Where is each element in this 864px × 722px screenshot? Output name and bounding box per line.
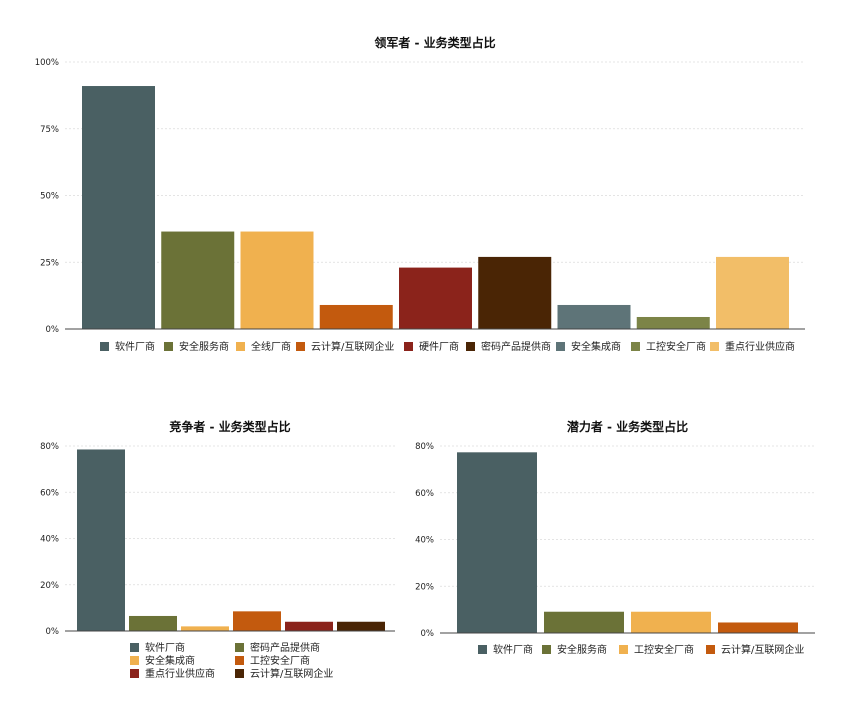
potentials-bar-4 <box>718 622 798 633</box>
competitors-legend-label: 重点行业供应商 <box>145 667 215 680</box>
leaders-bar-2 <box>161 231 235 329</box>
potentials-legend-label: 云计算/互联网企业 <box>721 643 804 656</box>
potentials-legend-label: 工控安全厂商 <box>634 643 694 656</box>
leaders-bar-4 <box>319 304 393 329</box>
competitors-legend-label: 工控安全厂商 <box>250 654 310 667</box>
potentials-y-tick-label: 80% <box>415 442 434 452</box>
competitors-bar-1 <box>77 449 125 631</box>
competitors-legend-swatch <box>235 643 244 652</box>
potentials-bar-2 <box>544 611 624 633</box>
leaders-bar-8 <box>636 316 710 329</box>
potentials-y-tick-label: 40% <box>415 536 434 546</box>
potentials-chart: 潜力者 - 业务类型占比 0% 20% 40% 60% 80% 软件厂商 安全服务商 工控安全厂… <box>415 419 815 656</box>
competitors-y-tick-label: 0% <box>46 627 60 637</box>
competitors-chart: 竞争者 - 业务类型占比 0% 20% 40% 60% 80% 软件厂商 密码产品提供商安全集… <box>40 419 395 680</box>
competitors-bar-3 <box>181 626 229 631</box>
competitors-legend-label: 安全集成商 <box>145 654 195 667</box>
potentials-legend-label: 软件厂商 <box>493 643 533 656</box>
leaders-legend-swatch <box>100 342 109 351</box>
leaders-y-tick-label: 50% <box>40 192 59 202</box>
leaders-legend-label: 软件厂商 <box>115 340 155 353</box>
leaders-y-tick-label: 25% <box>40 258 59 268</box>
leaders-bar-1 <box>82 86 155 329</box>
potentials-legend-swatch <box>478 645 487 654</box>
competitors-legend-swatch <box>235 656 244 665</box>
leaders-legend-label: 全线厂商 <box>251 340 291 353</box>
leaders-chart: 领军者 - 业务类型占比 0% 25% 50% 75% 100% 软件厂商 安全服务商 全线厂商… <box>35 35 805 353</box>
leaders-legend-label: 安全集成商 <box>571 340 621 353</box>
leaders-legend-label: 云计算/互联网企业 <box>311 340 394 353</box>
leaders-legend-label: 密码产品提供商 <box>481 340 551 353</box>
leaders-y-tick-label: 75% <box>40 125 59 135</box>
potentials-y-tick-label: 0% <box>421 629 435 639</box>
competitors-y-tick-label: 60% <box>40 488 59 498</box>
leaders-legend-swatch <box>556 342 565 351</box>
competitors-y-tick-label: 20% <box>40 581 59 591</box>
competitors-legend-swatch <box>235 669 244 678</box>
competitors-legend-label: 密码产品提供商 <box>250 641 320 654</box>
leaders-legend-label: 安全服务商 <box>179 340 229 353</box>
competitors-title: 竞争者 - 业务类型占比 <box>169 419 290 434</box>
competitors-bar-2 <box>129 615 177 631</box>
leaders-legend-label: 硬件厂商 <box>419 340 459 353</box>
leaders-legend-swatch <box>631 342 640 351</box>
leaders-legend-swatch <box>296 342 305 351</box>
leaders-legend-label: 重点行业供应商 <box>725 340 795 353</box>
competitors-legend-label: 云计算/互联网企业 <box>250 667 333 680</box>
potentials-legend-swatch <box>542 645 551 654</box>
leaders-bar-6 <box>478 256 552 329</box>
potentials-bar-3 <box>631 611 711 633</box>
competitors-bar-5 <box>285 621 333 631</box>
competitors-y-tick-label: 40% <box>40 535 59 545</box>
potentials-legend-swatch <box>706 645 715 654</box>
leaders-bar-5 <box>399 267 472 329</box>
potentials-title: 潜力者 - 业务类型占比 <box>567 419 688 434</box>
leaders-bar-9 <box>716 256 789 329</box>
potentials-bar-1 <box>457 452 537 633</box>
leaders-legend-label: 工控安全厂商 <box>646 340 706 353</box>
leaders-legend-swatch <box>404 342 413 351</box>
leaders-y-tick-label: 0% <box>46 325 60 335</box>
potentials-y-tick-label: 60% <box>415 489 434 499</box>
competitors-legend-swatch <box>130 656 139 665</box>
competitors-bar-6 <box>337 621 385 631</box>
potentials-legend-label: 安全服务商 <box>557 643 607 656</box>
leaders-legend-swatch <box>710 342 719 351</box>
leaders-legend-swatch <box>236 342 245 351</box>
competitors-y-tick-label: 80% <box>40 442 59 452</box>
leaders-bar-3 <box>240 231 314 329</box>
leaders-y-tick-label: 100% <box>35 58 59 68</box>
leaders-legend-swatch <box>466 342 475 351</box>
competitors-legend-swatch <box>130 643 139 652</box>
leaders-title: 领军者 - 业务类型占比 <box>374 35 495 50</box>
potentials-legend-swatch <box>619 645 628 654</box>
competitors-legend-swatch <box>130 669 139 678</box>
competitors-legend-label: 软件厂商 <box>145 641 185 654</box>
leaders-bar-7 <box>557 304 631 329</box>
potentials-y-tick-label: 20% <box>415 582 434 592</box>
competitors-bar-4 <box>233 611 281 631</box>
leaders-legend-swatch <box>164 342 173 351</box>
